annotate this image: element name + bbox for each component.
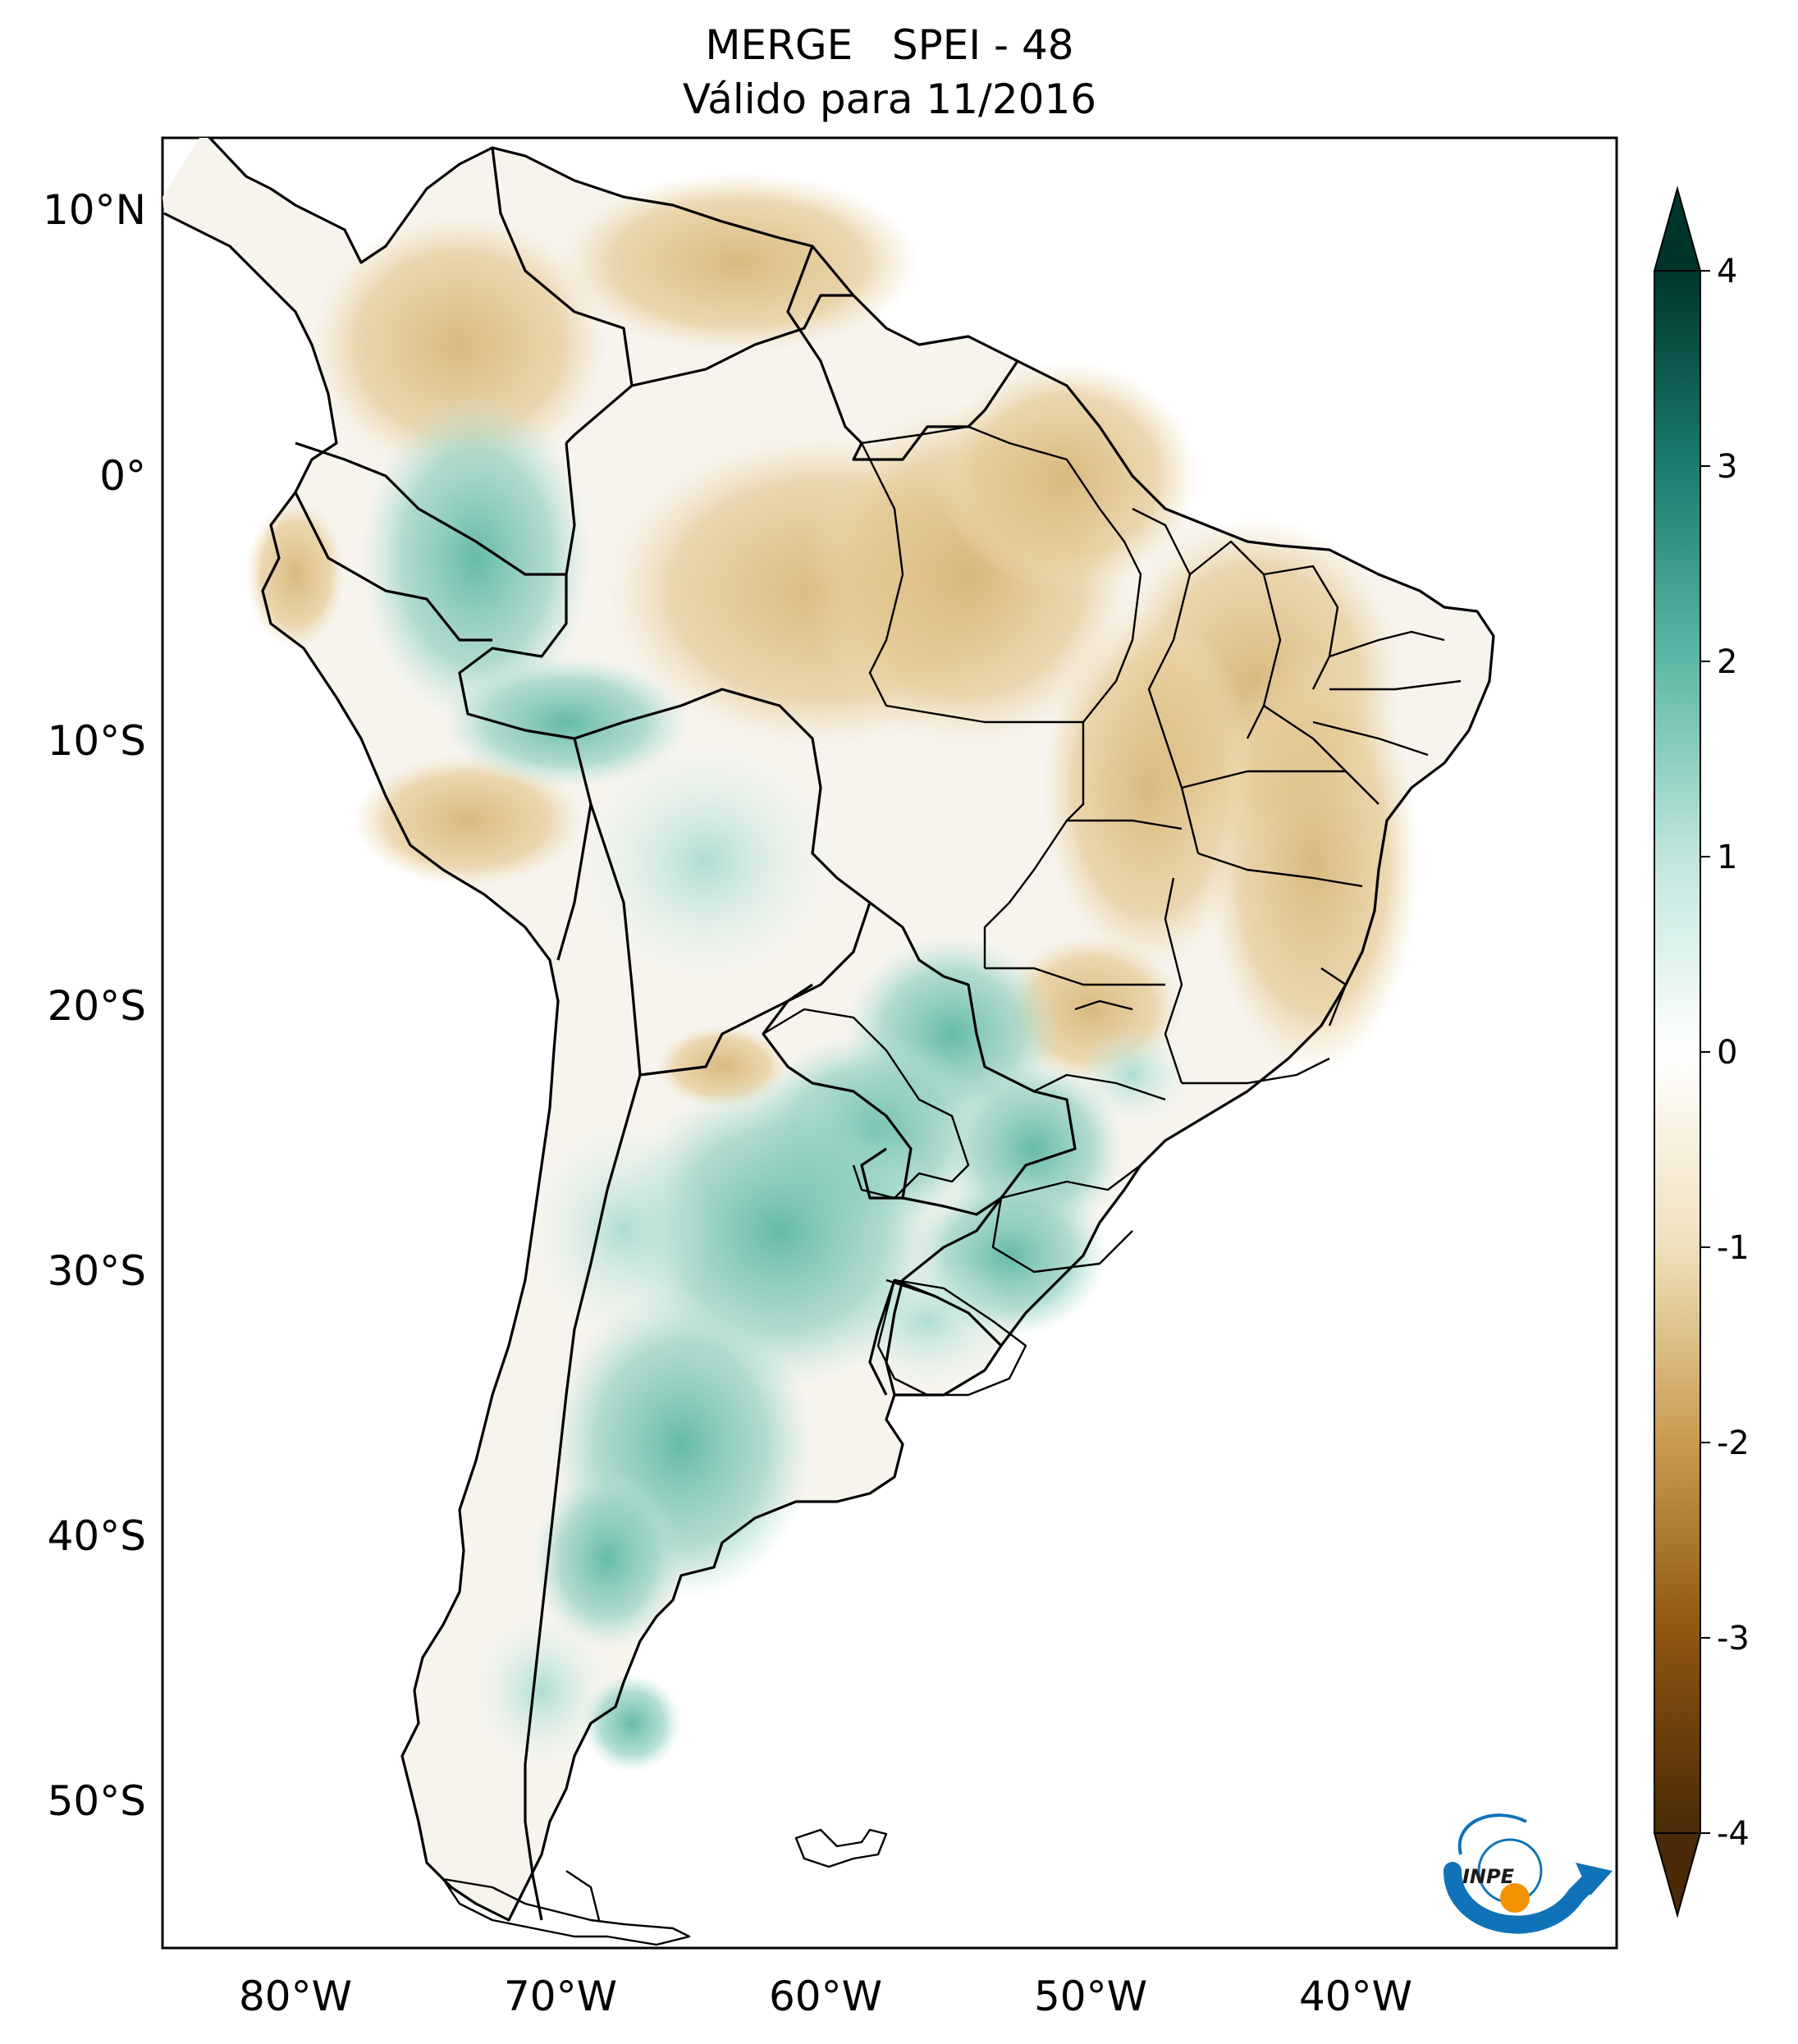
colorbar-tick-label: 2 — [1717, 643, 1737, 681]
lat-axis: 10°N 0° 10°S 20°S 30°S 40°S 50°S — [43, 186, 146, 1825]
map-title: MERGE SPEI - 48 — [162, 25, 1617, 66]
inpe-logo-icon: INPE — [1443, 1813, 1613, 1934]
lat-tick-label: 0° — [99, 452, 146, 500]
spei-positive-areas — [361, 394, 1190, 1772]
colorbar-tick-label: 4 — [1717, 253, 1737, 290]
lon-tick-label: 50°W — [1034, 1973, 1147, 2020]
lat-tick-label: 20°S — [48, 982, 146, 1030]
lon-tick-label: 60°W — [769, 1973, 882, 2020]
lon-axis: 80°W 70°W 60°W 50°W 40°W — [239, 1973, 1412, 2020]
colorbar-tick-label: -2 — [1717, 1424, 1750, 1462]
colorbar-tick-label: -3 — [1717, 1620, 1750, 1658]
lon-tick-label: 80°W — [239, 1973, 352, 2020]
lat-tick-label: 10°N — [43, 186, 146, 234]
colorbar-extend-max — [1653, 185, 1702, 272]
colorbar: 4 3 2 1 0 -1 -2 -3 -4 — [1653, 185, 1750, 1918]
title-line-2: Válido para 11/2016 — [682, 75, 1097, 123]
colorbar-tick-label: 1 — [1717, 839, 1737, 876]
lat-tick-label: 50°S — [48, 1777, 146, 1825]
country-borders — [163, 138, 1495, 1922]
lat-tick-label: 10°S — [48, 717, 146, 765]
lon-tick-label: 40°W — [1299, 1973, 1412, 2020]
lon-tick-label: 70°W — [504, 1973, 617, 2020]
colorbar-tick-label: 0 — [1717, 1034, 1737, 1072]
lat-tick-label: 30°S — [48, 1247, 146, 1295]
colorbar-tick-label: -4 — [1717, 1815, 1750, 1853]
map-subtitle: Válido para 11/2016 — [162, 79, 1617, 120]
colorbar-bar — [1654, 270, 1701, 1834]
colorbar-tick-label: 3 — [1717, 448, 1737, 486]
logo-text: INPE — [1462, 1865, 1515, 1888]
state-borders — [441, 425, 1462, 1946]
colorbar-ticks: 4 3 2 1 0 -1 -2 -3 -4 — [1700, 253, 1750, 1853]
colorbar-extend-min — [1653, 1832, 1702, 1918]
title-line-1: MERGE SPEI - 48 — [705, 21, 1074, 69]
colorbar-tick-label: -1 — [1717, 1229, 1750, 1267]
lat-tick-label: 40°S — [48, 1512, 146, 1560]
map-layer — [162, 138, 1495, 1946]
